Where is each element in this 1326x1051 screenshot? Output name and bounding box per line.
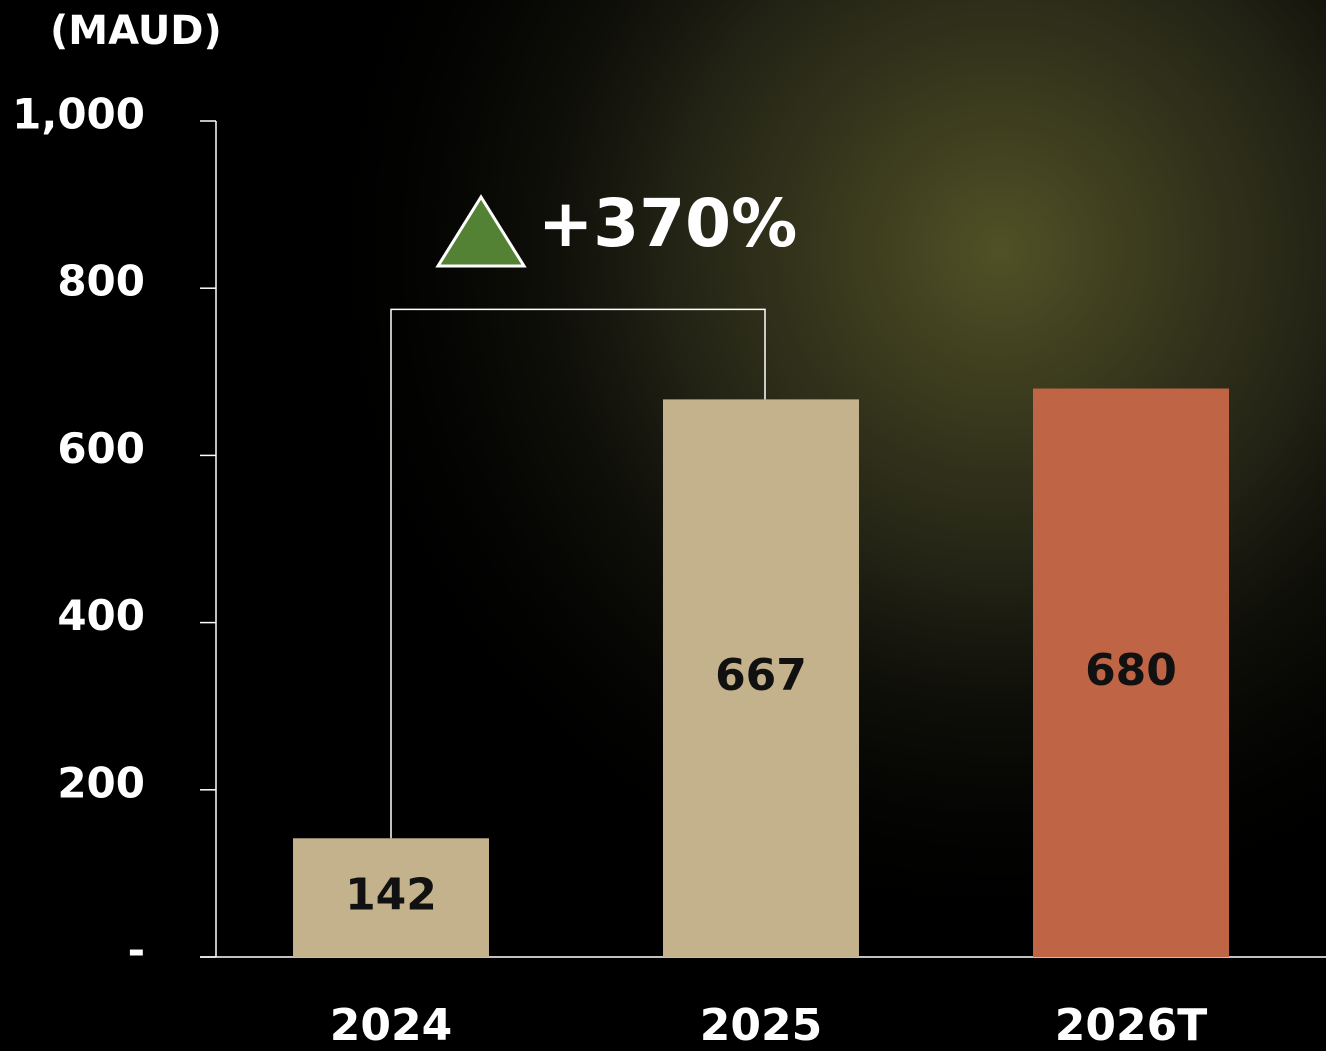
x-tick-label: 2025	[700, 1000, 822, 1051]
growth-bracket	[390, 308, 766, 839]
y-tick-label: -	[128, 926, 145, 975]
y-tick-label: 800	[57, 257, 145, 306]
bar	[293, 838, 489, 957]
growth-annotation: +370%	[538, 185, 797, 262]
y-tick-label: 200	[57, 758, 145, 807]
value-label: 667	[715, 650, 807, 701]
y-tick-label: 600	[57, 424, 145, 473]
growth-triangle	[435, 194, 527, 268]
bar	[663, 399, 859, 957]
y-axis-label: (MAUD)	[50, 8, 222, 54]
value-label: 142	[345, 870, 437, 921]
bar	[1033, 388, 1229, 957]
y-tick-label: 1,000	[12, 90, 145, 139]
x-tick-label: 2024	[330, 1000, 452, 1051]
value-label: 680	[1085, 645, 1177, 696]
y-tick-label: 400	[57, 591, 145, 640]
x-tick-label: 2026T	[1055, 1000, 1207, 1051]
